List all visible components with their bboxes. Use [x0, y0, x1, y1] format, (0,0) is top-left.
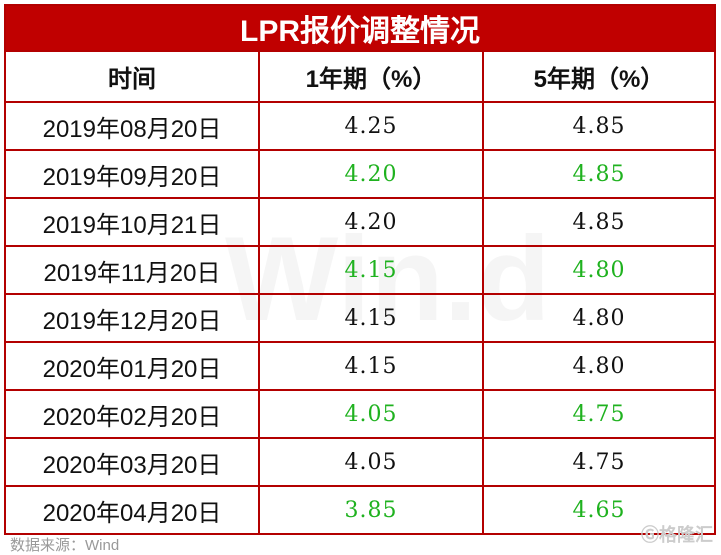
date-cell: 2019年08月20日	[4, 101, 260, 151]
rate-5y-cell: 4.85	[482, 101, 716, 151]
lpr-table: LPR报价调整情况 时间 1年期（%） 5年期（%） 2019年08月20日 4.…	[4, 4, 716, 535]
rate-5y-cell: 4.75	[482, 389, 716, 439]
date-cell: 2019年09月20日	[4, 149, 260, 199]
table-row: 2019年09月20日 4.20 4.85	[4, 149, 716, 199]
rate-1y-cell: 4.15	[258, 341, 484, 391]
date-cell: 2019年12月20日	[4, 293, 260, 343]
rate-1y-cell: 4.20	[258, 197, 484, 247]
rate-1y-cell: 4.15	[258, 293, 484, 343]
date-cell: 2019年10月21日	[4, 197, 260, 247]
table-row: 2020年04月20日 3.85 4.65	[4, 485, 716, 535]
rate-1y-cell: 4.15	[258, 245, 484, 295]
data-source: 数据来源：Wind	[10, 537, 120, 554]
rate-1y-cell: 4.20	[258, 149, 484, 199]
table-title: LPR报价调整情况	[4, 4, 716, 52]
date-cell: 2020年02月20日	[4, 389, 260, 439]
date-cell: 2019年11月20日	[4, 245, 260, 295]
table-row: 2019年08月20日 4.25 4.85	[4, 101, 716, 151]
rate-5y-cell: 4.75	[482, 437, 716, 487]
header-1y: 1年期（%）	[258, 50, 484, 103]
header-5y: 5年期（%）	[482, 50, 716, 103]
table-row: 2020年03月20日 4.05 4.75	[4, 437, 716, 487]
date-cell: 2020年04月20日	[4, 485, 260, 535]
date-cell: 2020年01月20日	[4, 341, 260, 391]
table-row: 2019年12月20日 4.15 4.80	[4, 293, 716, 343]
table-row: 2020年01月20日 4.15 4.80	[4, 341, 716, 391]
rate-1y-cell: 4.05	[258, 437, 484, 487]
gelonghui-logo: Ⓖ格隆汇	[641, 525, 713, 545]
table-row: 2020年02月20日 4.05 4.75	[4, 389, 716, 439]
rate-5y-cell: 4.65	[482, 485, 716, 535]
rate-5y-cell: 4.80	[482, 293, 716, 343]
rate-1y-cell: 4.25	[258, 101, 484, 151]
rate-5y-cell: 4.85	[482, 197, 716, 247]
table-row: 2019年10月21日 4.20 4.85	[4, 197, 716, 247]
rate-5y-cell: 4.80	[482, 245, 716, 295]
table-row: 2019年11月20日 4.15 4.80	[4, 245, 716, 295]
rate-5y-cell: 4.85	[482, 149, 716, 199]
date-cell: 2020年03月20日	[4, 437, 260, 487]
rate-5y-cell: 4.80	[482, 341, 716, 391]
header-date: 时间	[4, 50, 260, 103]
rate-1y-cell: 3.85	[258, 485, 484, 535]
rate-1y-cell: 4.05	[258, 389, 484, 439]
